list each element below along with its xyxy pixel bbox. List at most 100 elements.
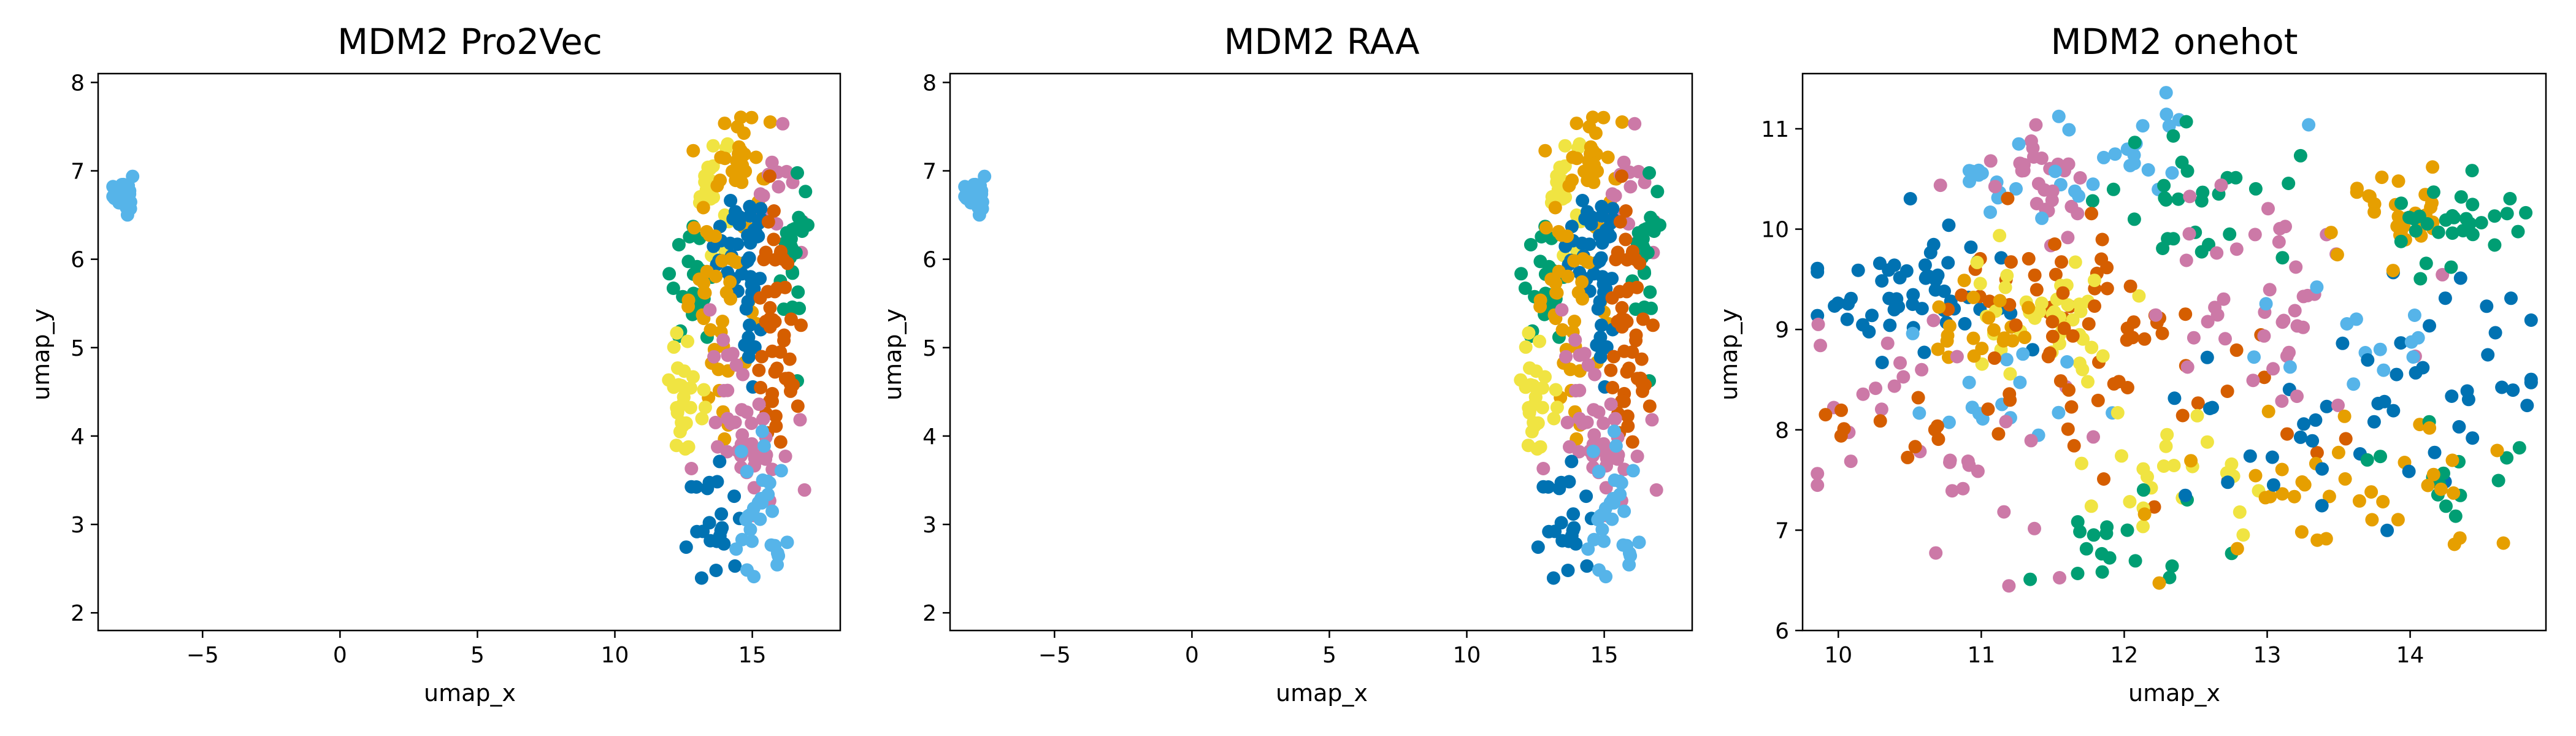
scatter-point bbox=[672, 238, 686, 251]
scatter-point bbox=[1555, 228, 1568, 242]
scatter-point bbox=[1928, 423, 1942, 437]
scatter-point bbox=[792, 301, 807, 315]
scatter-point bbox=[1880, 336, 1895, 350]
scatter-point bbox=[724, 194, 738, 207]
scatter-points bbox=[1811, 86, 2538, 593]
scatter-point bbox=[1533, 334, 1546, 348]
scatter-point bbox=[1566, 507, 1581, 521]
scatter-point bbox=[2488, 326, 2502, 340]
scatter-point bbox=[1628, 117, 1642, 131]
scatter-point bbox=[734, 144, 748, 158]
scatter-point bbox=[1926, 313, 1941, 328]
scatter-point bbox=[2336, 336, 2350, 350]
scatter-point bbox=[1569, 537, 1583, 551]
scatter-point bbox=[1589, 126, 1603, 140]
scatter-point bbox=[2361, 353, 2375, 367]
scatter-point bbox=[780, 164, 794, 178]
panel-title: MDM2 onehot bbox=[2051, 21, 2298, 63]
scatter-point bbox=[734, 110, 748, 125]
scatter-point bbox=[2375, 171, 2389, 185]
x-tick-label: 15 bbox=[1590, 643, 1619, 668]
scatter-point bbox=[2380, 523, 2394, 537]
scatter-point bbox=[2283, 360, 2297, 374]
x-tick-label: 10 bbox=[601, 643, 629, 668]
scatter-point bbox=[770, 361, 784, 375]
scatter-point bbox=[2123, 495, 2137, 508]
scatter-point bbox=[1584, 167, 1598, 181]
scatter-point bbox=[2024, 134, 2038, 148]
scatter-point bbox=[2221, 475, 2235, 489]
scatter-point bbox=[1570, 117, 1584, 131]
y-tick-label: 4 bbox=[71, 424, 85, 450]
scatter-point bbox=[1573, 348, 1587, 362]
scatter-point bbox=[781, 256, 795, 270]
scatter-point bbox=[670, 401, 684, 415]
scatter-point bbox=[2426, 467, 2440, 481]
scatter-point bbox=[770, 546, 784, 560]
y-tick-label: 5 bbox=[71, 336, 85, 361]
scatter-point bbox=[2298, 478, 2312, 492]
scatter-point bbox=[2220, 385, 2234, 398]
scatter-point bbox=[2293, 148, 2307, 163]
scatter-point bbox=[738, 338, 752, 352]
scatter-point bbox=[1632, 535, 1646, 550]
scatter-point bbox=[1987, 323, 2001, 337]
scatter-point bbox=[2048, 164, 2062, 178]
x-tick-label: 14 bbox=[2396, 643, 2425, 668]
scatter-point bbox=[2085, 340, 2099, 355]
y-tick-label: 4 bbox=[922, 424, 937, 450]
scatter-point bbox=[1586, 144, 1600, 158]
scatter-point bbox=[2068, 255, 2082, 269]
scatter-point bbox=[1552, 481, 1566, 496]
y-tick-label: 3 bbox=[922, 513, 937, 538]
scatter-point bbox=[748, 340, 762, 354]
scatter-point bbox=[1533, 440, 1547, 454]
scatter-point bbox=[1609, 439, 1623, 453]
scatter-point bbox=[1636, 312, 1650, 326]
scatter-point bbox=[767, 232, 781, 247]
scatter-point bbox=[1593, 350, 1608, 364]
scatter-point bbox=[1606, 381, 1620, 394]
scatter-point bbox=[1615, 169, 1628, 183]
scatter-point bbox=[708, 415, 723, 429]
scatter-point bbox=[1518, 282, 1532, 295]
scatter-point bbox=[1882, 263, 1896, 277]
scatter-point bbox=[1585, 212, 1598, 226]
scatter-point bbox=[1622, 546, 1636, 560]
scatter-point bbox=[670, 326, 684, 340]
scatter-point bbox=[2275, 251, 2290, 265]
scatter-point bbox=[1573, 412, 1587, 426]
scatter-point bbox=[1608, 473, 1622, 487]
scatter-point bbox=[2500, 207, 2514, 221]
scatter-point bbox=[743, 318, 756, 332]
scatter-point bbox=[763, 169, 776, 183]
scatter-point bbox=[706, 159, 720, 173]
scatter-point bbox=[1811, 265, 1825, 279]
scatter-point bbox=[2290, 389, 2304, 404]
scatter-point bbox=[1851, 263, 1865, 277]
scatter-point bbox=[713, 173, 727, 187]
scatter-point bbox=[667, 380, 681, 394]
scatter-points bbox=[106, 110, 815, 585]
scatter-point bbox=[2016, 347, 2030, 361]
scatter-point bbox=[1892, 300, 1906, 313]
scatter-point bbox=[721, 412, 735, 426]
scatter-point bbox=[2409, 224, 2423, 238]
scatter-point bbox=[2233, 505, 2247, 519]
scatter-point bbox=[1544, 272, 1558, 286]
scatter-point bbox=[1964, 240, 1978, 255]
scatter-point bbox=[2022, 301, 2036, 315]
scatter-point bbox=[1933, 178, 1947, 193]
scatter-point bbox=[1643, 166, 1656, 180]
scatter-point bbox=[1635, 352, 1649, 366]
scatter-point bbox=[2123, 158, 2137, 172]
scatter-point bbox=[1899, 264, 1914, 278]
scatter-point bbox=[2491, 473, 2505, 488]
scatter-point bbox=[1650, 185, 1665, 199]
scatter-point bbox=[1550, 286, 1564, 300]
scatter-point bbox=[2453, 531, 2467, 545]
scatter-point bbox=[2053, 571, 2066, 585]
scatter-point bbox=[2165, 559, 2179, 573]
scatter-point bbox=[2297, 417, 2311, 431]
x-tick-label: 5 bbox=[1322, 643, 1336, 668]
